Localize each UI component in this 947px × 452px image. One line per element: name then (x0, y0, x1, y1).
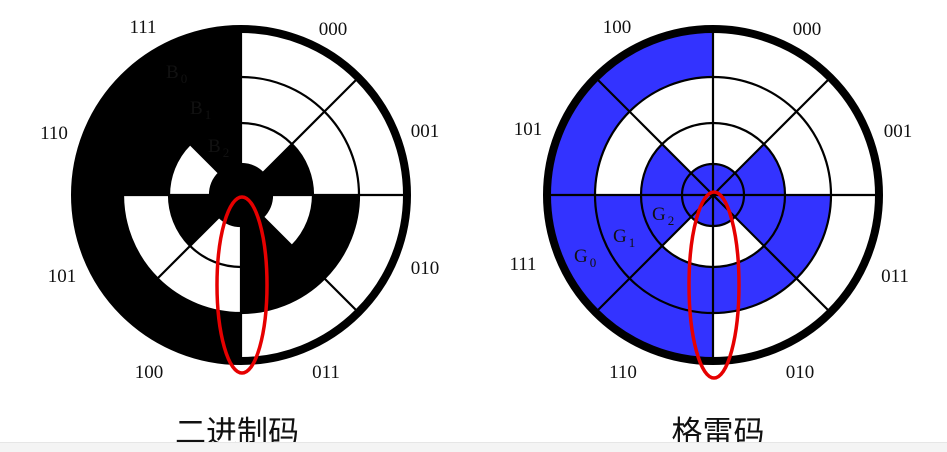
binary-outer-rim (71, 25, 411, 365)
binary-sector-001-bit-2 (262, 144, 313, 195)
gray-sector-101-bit-0 (547, 77, 630, 195)
gray-sector-111-bit-2 (641, 195, 692, 246)
gray-highlight-ellipse (687, 190, 741, 380)
gray-sector-label-100: 100 (603, 17, 632, 38)
binary-sector-110-bit-1 (123, 111, 191, 195)
gray-sector-010-bit-1 (713, 245, 797, 313)
gray-sector-111-bit-1 (595, 195, 663, 279)
gray-sector-label-001: 001 (884, 121, 913, 142)
binary-sector-101-bit-0 (75, 195, 158, 313)
binary-sector-111-bit-1 (157, 77, 241, 145)
gray-sector-label-011: 011 (881, 266, 909, 287)
gray-sector-label-101: 101 (514, 119, 543, 140)
binary-sector-011-bit-2 (241, 216, 292, 267)
gray-sector-110-bit-0 (595, 278, 713, 361)
gray-sector-011-bit-2 (734, 195, 785, 246)
gray-sector-label-000: 000 (793, 19, 822, 40)
binary-radial-line-1 (262, 76, 360, 174)
gray-sector-label-110: 110 (609, 362, 637, 383)
binary-sector-010-bit-1 (291, 195, 359, 279)
gray-sector-label-111: 111 (509, 254, 536, 275)
binary-sector-label-011: 011 (312, 362, 340, 383)
binary-sector-label-100: 100 (135, 362, 164, 383)
binary-code-disk (71, 25, 411, 365)
gray-sector-labels: 000 001 011 010 110 111 101 100 (509, 17, 912, 383)
binary-sector-101-bit-2 (169, 195, 220, 246)
gray-sector-001-bit-2 (734, 144, 785, 195)
gray-code-disk (543, 25, 883, 365)
gray-sector-100-bit-0 (595, 29, 713, 112)
binary-highlight-ellipse (215, 195, 269, 375)
gray-sector-label-010: 010 (786, 362, 815, 383)
bottom-divider (0, 442, 947, 452)
binary-radial-line-7 (122, 76, 220, 174)
binary-sector-011-bit-1 (241, 245, 325, 313)
binary-sector-label-101: 101 (48, 266, 77, 287)
binary-radial-line-5 (122, 216, 220, 314)
gray-sector-111-bit-0 (547, 195, 630, 313)
binary-sector-100-bit-0 (123, 278, 241, 361)
gray-sector-110-bit-1 (629, 245, 713, 313)
binary-sector-label-111: 111 (129, 17, 156, 38)
gray-sector-011-bit-1 (763, 195, 831, 279)
binary-sector-label-010: 010 (411, 258, 440, 279)
binary-sector-111-bit-0 (123, 29, 241, 112)
binary-sector-label-110: 110 (40, 123, 68, 144)
binary-radial-line-3 (262, 216, 360, 314)
binary-sector-label-001: 001 (411, 121, 440, 142)
gray-radial-line-1 (712, 76, 832, 196)
binary-sector-110-bit-0 (75, 77, 158, 195)
binary-sector-111-bit-2 (190, 123, 241, 174)
binary-sector-labels: 000 001 010 011 100 101 110 111 (40, 17, 439, 383)
gray-radial-line-5 (594, 194, 714, 314)
gray-sector-101-bit-2 (641, 144, 692, 195)
gray-radial-line-7 (594, 76, 714, 196)
gray-outer-rim (543, 25, 883, 365)
binary-sector-label-000: 000 (319, 19, 348, 40)
gray-radial-line-3 (712, 194, 832, 314)
